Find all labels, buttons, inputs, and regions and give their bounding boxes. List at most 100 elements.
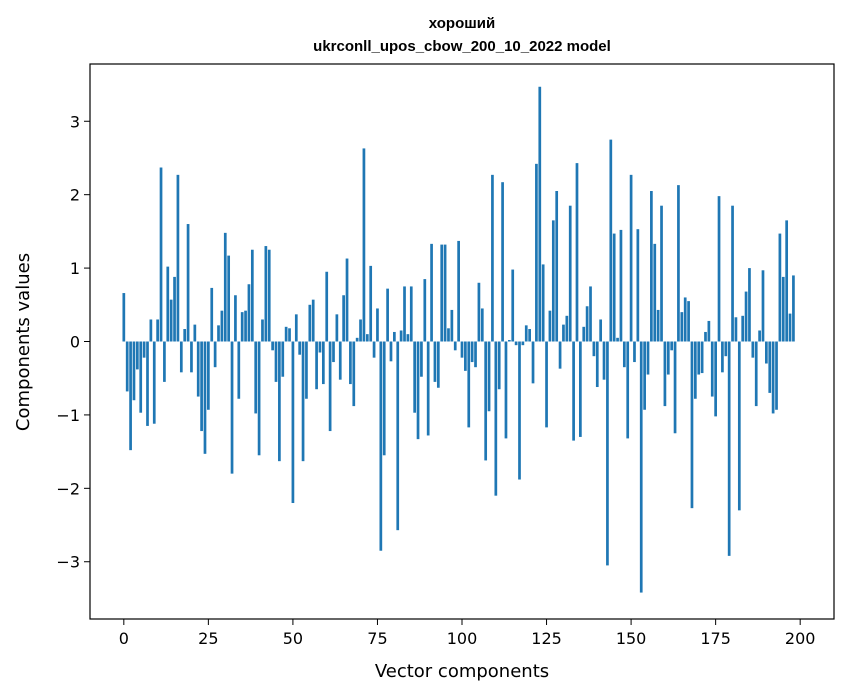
bar-105 — [477, 282, 481, 342]
bar-36 — [244, 310, 247, 342]
bar-145 — [612, 233, 616, 342]
bar-58 — [318, 341, 322, 353]
bar-71 — [362, 148, 366, 342]
bar-122 — [535, 163, 538, 342]
bar-17 — [179, 341, 183, 373]
bar-159 — [660, 205, 663, 342]
bar-7 — [146, 341, 149, 426]
bar-121 — [531, 341, 535, 384]
bar-78 — [386, 288, 389, 342]
y-tick-label: −2 — [56, 479, 80, 498]
bar-143 — [606, 341, 609, 566]
y-axis-label: Components values — [13, 253, 34, 431]
bar-20 — [190, 341, 193, 373]
bar-90 — [426, 341, 430, 436]
bar-97 — [450, 309, 454, 342]
bar-135 — [579, 341, 582, 437]
bar-124 — [541, 264, 545, 342]
bar-64 — [338, 341, 342, 380]
bar-21 — [193, 324, 197, 342]
bar-3 — [132, 341, 136, 401]
bar-137 — [585, 306, 589, 342]
bar-182 — [737, 341, 741, 511]
bar-123 — [538, 86, 542, 342]
bar-100 — [460, 341, 464, 358]
bar-103 — [470, 341, 474, 363]
bar-140 — [595, 341, 599, 388]
bar-164 — [677, 185, 680, 342]
bar-151 — [633, 341, 636, 363]
bar-187 — [754, 341, 758, 407]
bar-180 — [731, 205, 734, 342]
bar-37 — [247, 284, 251, 342]
bar-167 — [687, 301, 690, 342]
bar-27 — [213, 341, 217, 368]
bar-77 — [382, 341, 386, 456]
bar-45 — [274, 341, 278, 382]
bar-113 — [504, 341, 508, 439]
bar-175 — [714, 341, 717, 417]
bar-4 — [135, 341, 139, 370]
bar-84 — [406, 334, 410, 342]
y-tick-label: 3 — [70, 112, 80, 131]
bar-96 — [447, 328, 450, 342]
bar-108 — [487, 341, 491, 412]
bar-11 — [159, 167, 163, 342]
bar-99 — [457, 240, 460, 342]
bar-126 — [548, 310, 552, 342]
bar-62 — [332, 341, 335, 363]
bar-194 — [778, 233, 782, 342]
bar-161 — [666, 341, 670, 375]
bar-30 — [223, 232, 227, 342]
bar-178 — [724, 341, 728, 357]
bar-131 — [565, 315, 569, 342]
bar-165 — [680, 312, 684, 342]
bar-83 — [403, 286, 406, 342]
bar-1 — [125, 341, 129, 392]
bar-154 — [643, 341, 646, 410]
bar-170 — [697, 341, 701, 375]
x-tick-label: 0 — [119, 629, 129, 648]
bar-60 — [325, 271, 329, 342]
bar-80 — [393, 331, 396, 342]
bar-22 — [196, 341, 200, 397]
chart-title-line-1: хороший — [429, 15, 495, 32]
x-tick-label: 75 — [367, 629, 387, 648]
bar-157 — [653, 243, 657, 342]
bar-150 — [629, 174, 633, 342]
bar-9 — [152, 341, 156, 424]
bar-168 — [690, 341, 694, 509]
bar-82 — [399, 330, 403, 342]
bar-40 — [257, 341, 261, 456]
plot-area-frame — [89, 63, 835, 620]
bar-38 — [250, 249, 254, 342]
bars-group — [122, 86, 795, 593]
bar-129 — [558, 341, 562, 369]
bar-18 — [183, 329, 187, 342]
bar-33 — [234, 295, 237, 342]
bar-183 — [741, 315, 745, 342]
bar-112 — [501, 182, 504, 342]
bar-139 — [592, 341, 596, 357]
bar-23 — [200, 341, 203, 432]
bar-63 — [335, 314, 339, 342]
bar-133 — [572, 341, 575, 441]
bar-69 — [355, 337, 359, 342]
x-tick-label: 175 — [700, 629, 731, 648]
bar-13 — [166, 266, 170, 342]
bar-57 — [315, 341, 318, 390]
bar-91 — [430, 243, 433, 342]
bar-2 — [129, 341, 132, 451]
bar-94 — [440, 244, 444, 342]
bar-61 — [328, 341, 332, 432]
bar-68 — [352, 341, 356, 407]
bar-195 — [781, 276, 785, 342]
bar-34 — [237, 341, 241, 399]
bar-109 — [491, 174, 494, 342]
bar-163 — [673, 341, 677, 434]
bar-93 — [436, 341, 440, 388]
bar-44 — [271, 341, 274, 351]
bar-47 — [281, 341, 285, 377]
bar-198 — [792, 275, 795, 342]
bar-52 — [298, 341, 302, 355]
